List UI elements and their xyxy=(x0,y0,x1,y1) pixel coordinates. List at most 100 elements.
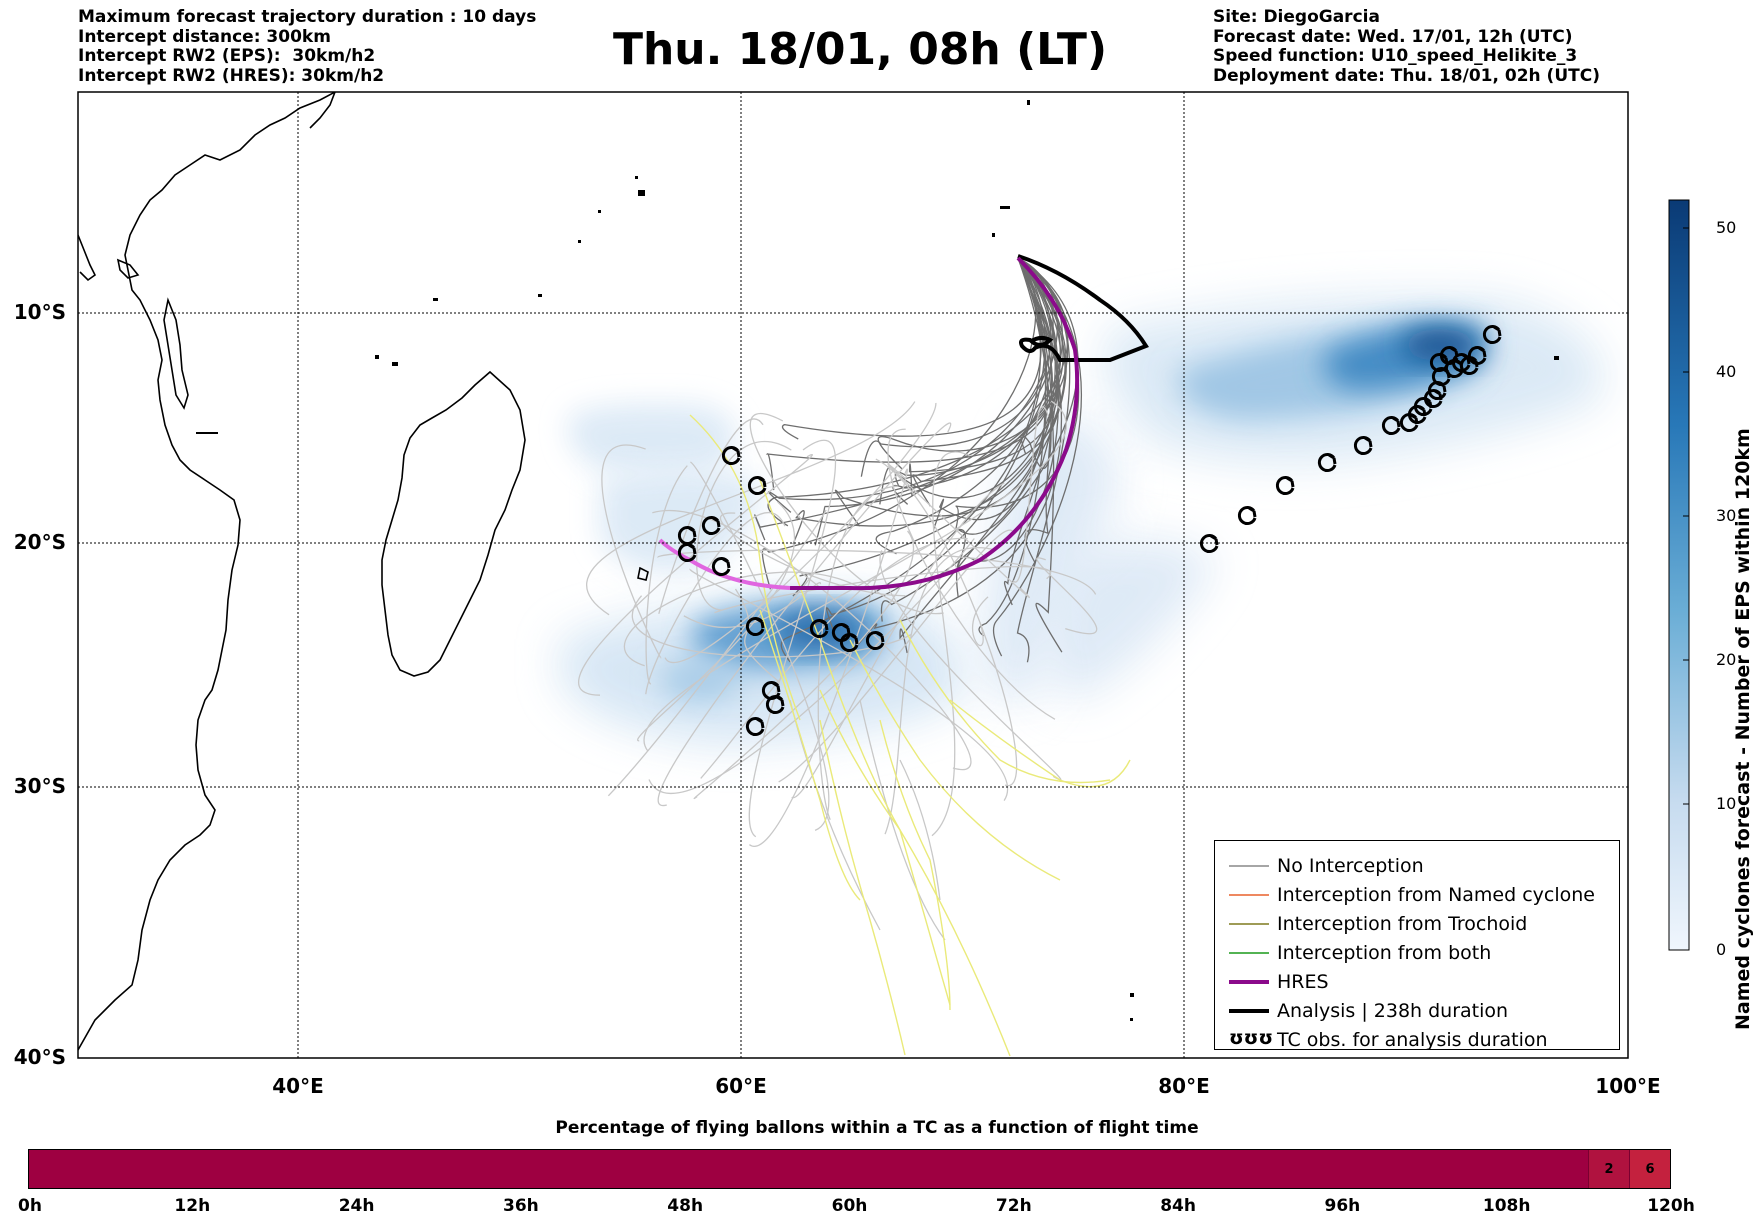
tc-obs-marker xyxy=(677,543,697,562)
legend-line-icon xyxy=(1229,865,1269,867)
eps-track-dark xyxy=(880,257,1079,622)
tc-obs-marker xyxy=(677,526,697,545)
time-label: 48h xyxy=(667,1196,704,1216)
legend-line-icon xyxy=(1229,1009,1269,1013)
lon-label: 80°E xyxy=(1158,1074,1210,1098)
time-label: 60h xyxy=(831,1196,868,1216)
eps-track-light xyxy=(637,501,796,742)
eps-track-dark xyxy=(1017,257,1063,653)
eps-track-light xyxy=(719,512,906,597)
eps-track-light xyxy=(749,412,944,615)
eps-track-light xyxy=(971,596,989,647)
tc-obs-marker xyxy=(809,619,829,638)
legend-label: Interception from Named cyclone xyxy=(1277,884,1595,906)
tc-observations xyxy=(677,325,1502,736)
tc-obs-marker xyxy=(747,476,767,495)
legend-label: Interception from Trochoid xyxy=(1277,913,1528,935)
eps-track-light xyxy=(657,422,952,806)
eps-track-light xyxy=(693,530,915,800)
eps-track-light xyxy=(689,568,1009,801)
tc-obs-marker xyxy=(1199,534,1219,553)
time-label: 108h xyxy=(1482,1196,1531,1216)
lon-label: 100°E xyxy=(1595,1074,1661,1098)
colorbar-tick-label: 0 xyxy=(1716,940,1727,959)
legend-item: HRES xyxy=(1215,969,1619,998)
tc-obs-marker xyxy=(831,623,851,642)
tc-obs-marker xyxy=(865,631,885,650)
tc-obs-marker xyxy=(1399,413,1419,432)
grid-lines xyxy=(78,92,1628,1058)
tc-obs-marker xyxy=(745,717,765,736)
eps-track-dark xyxy=(767,257,1069,527)
tc-obs-marker xyxy=(765,695,785,714)
param-line: Intercept RW2 (EPS): 30km/h2 xyxy=(78,46,376,66)
colorbar-tick-label: 30 xyxy=(1716,506,1737,525)
eps-track-light xyxy=(931,451,971,837)
eps-track-light xyxy=(899,759,941,901)
time-label: 84h xyxy=(1160,1196,1196,1216)
legend-item: Interception from both xyxy=(1215,940,1619,969)
legend-item: ʊʊʊ TC obs. for analysis duration xyxy=(1215,1027,1619,1056)
legend-item: No Interception xyxy=(1215,853,1619,882)
eps-track-light xyxy=(658,418,764,614)
map-frame xyxy=(77,91,1629,1059)
bar-segment xyxy=(29,1150,1588,1188)
tc-obs-marker xyxy=(701,516,721,535)
percentage-bar: 2 6 xyxy=(28,1149,1671,1189)
analysis-track xyxy=(1017,254,1149,362)
hres-tail-track xyxy=(658,538,791,590)
colorbar-tick-label: 10 xyxy=(1716,794,1737,813)
legend-label: HRES xyxy=(1277,971,1329,993)
legend-item: Interception from Trochoid xyxy=(1215,911,1619,940)
eps-track-dark xyxy=(781,257,1042,440)
time-label: 120h xyxy=(1647,1196,1695,1216)
eps-track-light xyxy=(624,571,863,667)
tc-obs-marker xyxy=(839,633,859,652)
time-label: 96h xyxy=(1324,1196,1361,1216)
tc-obs-marker xyxy=(1237,506,1257,525)
lon-label: 40°E xyxy=(272,1074,324,1098)
eps-track-light xyxy=(696,440,792,611)
small-islands xyxy=(196,100,1559,1021)
hres-track xyxy=(790,256,1080,591)
time-label: 0h xyxy=(18,1196,42,1216)
colorbar xyxy=(1668,199,1690,951)
tc-obs-symbol-icon: ʊʊʊ xyxy=(1229,1027,1274,1049)
eps-track-light xyxy=(734,588,779,682)
eps-track-dark xyxy=(955,257,1080,530)
legend: No Interception Interception from Named … xyxy=(1214,840,1620,1051)
coastlines xyxy=(78,92,649,1051)
eps-track-light xyxy=(1012,406,1050,583)
legend-label: Analysis | 238h duration xyxy=(1277,1000,1509,1022)
eps-track-light xyxy=(664,402,937,664)
lat-label: 10°S xyxy=(13,300,66,324)
time-label: 36h xyxy=(503,1196,539,1216)
eps-track-light xyxy=(778,529,1015,783)
info-line: Site: DiegoGarcia xyxy=(1213,7,1380,27)
legend-line-icon xyxy=(1229,980,1269,984)
info-line: Deployment date: Thu. 18/01, 02h (UTC) xyxy=(1213,65,1600,86)
lat-label: 30°S xyxy=(13,774,66,798)
colorbar-tick-label: 20 xyxy=(1716,650,1737,669)
eps-track-light xyxy=(643,400,1067,752)
eps-track-light xyxy=(884,547,997,835)
param-line: Intercept distance: 300km xyxy=(78,26,331,47)
param-line: Intercept RW2 (HRES): 30km/h2 xyxy=(78,65,385,86)
tc-obs-marker xyxy=(1275,476,1295,495)
time-label: 24h xyxy=(338,1196,375,1216)
lon-label: 60°E xyxy=(715,1074,767,1098)
eps-track-dark xyxy=(754,257,1062,541)
bar-segment: 6 xyxy=(1629,1150,1670,1188)
colorbar-tick-label: 50 xyxy=(1716,218,1737,237)
bar-segment: 2 xyxy=(1588,1150,1629,1188)
page-title: Thu. 18/01, 08h (LT) xyxy=(612,24,1108,75)
legend-label: No Interception xyxy=(1277,855,1424,877)
legend-label: TC obs. for analysis duration xyxy=(1277,1029,1548,1051)
eps-track-light xyxy=(631,595,912,658)
eps-track-dark xyxy=(992,257,1082,657)
legend-label: Interception from both xyxy=(1277,942,1492,964)
percentage-bar-title: Percentage of flying ballons within a TC… xyxy=(555,1118,1199,1138)
eps-track-light xyxy=(586,401,916,616)
density-field xyxy=(560,298,1603,745)
